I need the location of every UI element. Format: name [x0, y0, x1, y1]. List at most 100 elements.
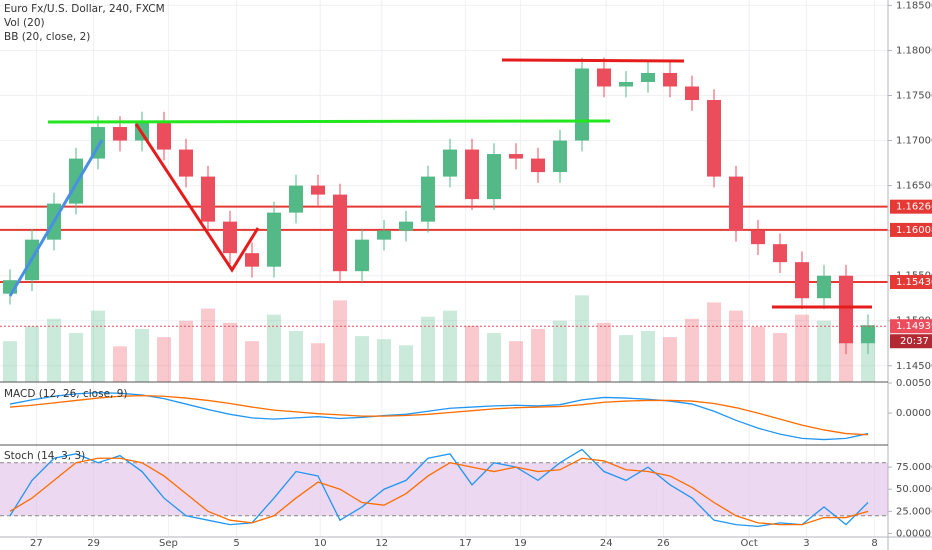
x-tick-label: 27: [30, 538, 43, 549]
price-label-bg: [890, 319, 932, 334]
y-tick-label: 1.16500: [896, 181, 932, 192]
candle-body: [773, 244, 787, 263]
candle-body: [267, 212, 281, 267]
candle-body: [245, 253, 259, 267]
candle-body: [509, 154, 523, 159]
drawn-line: [501, 58, 685, 63]
volume-bar: [443, 310, 457, 382]
candle-body: [553, 140, 567, 173]
candle-body: [113, 127, 127, 141]
stoch-band: [0, 462, 888, 516]
drawn-line: [47, 119, 611, 124]
x-tick-label: 8: [871, 538, 877, 549]
candle-body: [751, 230, 765, 245]
volume-bar: [245, 341, 259, 382]
volume-bar: [487, 333, 501, 382]
x-tick-label: 5: [233, 538, 239, 549]
countdown-bg: [890, 334, 932, 349]
candle-body: [861, 325, 875, 344]
volume-bar: [157, 337, 171, 382]
candle-body: [575, 68, 589, 141]
volume-bar: [707, 302, 721, 382]
candle-body: [69, 158, 83, 204]
candle-body: [355, 239, 369, 272]
volume-bar: [223, 322, 237, 382]
volume-bar: [685, 318, 699, 382]
candle-body: [663, 72, 677, 87]
volume-bar: [619, 335, 633, 382]
volume-bar: [399, 345, 413, 382]
candle-body: [421, 176, 435, 222]
x-tick-label: 3: [803, 538, 809, 549]
indicator-label: BB (20, close, 2): [4, 31, 90, 43]
volume-bar: [421, 316, 435, 382]
volume-bar: [663, 337, 677, 382]
candle-body: [465, 149, 479, 200]
volume-bar: [135, 328, 149, 382]
y-tick-label: 1.18500: [896, 0, 932, 11]
volume-bar: [817, 320, 831, 382]
candle-body: [839, 275, 853, 344]
volume-bar: [575, 295, 589, 382]
volume-bar: [25, 325, 39, 382]
x-tick-label: 17: [459, 538, 472, 549]
candle-body: [795, 262, 809, 299]
candle-body: [399, 221, 413, 231]
volume-bar: [773, 333, 787, 382]
price-label: 1.15430: [896, 277, 932, 288]
volume-bar: [597, 322, 611, 382]
price-label-bg: [890, 274, 932, 289]
y-tick-label: 75.0000: [896, 462, 932, 473]
candle-body: [289, 185, 303, 213]
volume-bar: [729, 310, 743, 382]
drawn-line: [134, 123, 260, 273]
x-tick-label: 19: [514, 538, 527, 549]
volume-bar: [465, 325, 479, 382]
y-tick-label: 1.18000: [896, 45, 932, 56]
y-tick-label: 50.0000: [896, 484, 932, 495]
candle-body: [817, 275, 831, 299]
volume-bar: [861, 331, 875, 382]
y-tick-label: 1.14500: [896, 361, 932, 372]
x-tick-label: 10: [314, 538, 327, 549]
candle-body: [377, 230, 391, 240]
price-label-bg: [890, 199, 932, 214]
drawn-line: [8, 139, 104, 297]
candle-body: [641, 72, 655, 82]
volume-bar: [553, 320, 567, 382]
volume-bar: [333, 300, 347, 382]
candle-body: [333, 194, 347, 272]
candle-body: [157, 122, 171, 150]
volume-bar: [641, 331, 655, 382]
volume-bar: [91, 310, 105, 382]
price-label: 1.14939: [896, 321, 932, 332]
volume-bar: [69, 333, 83, 382]
volume-bar: [3, 341, 17, 382]
x-tick-label: 29: [87, 538, 100, 549]
candle-body: [597, 68, 611, 87]
indicator-line: [9, 448, 869, 528]
y-tick-label: 0.0050: [896, 378, 931, 389]
y-tick-label: 0.0000: [896, 408, 931, 419]
x-tick-label: Sep: [159, 538, 178, 549]
candle-body: [487, 154, 501, 200]
x-tick-label: 12: [375, 538, 388, 549]
x-tick-label: 26: [657, 538, 670, 549]
candle-body: [531, 158, 545, 173]
y-tick-label: 1.17500: [896, 91, 932, 102]
candle-body: [443, 149, 457, 177]
volume-bar: [47, 318, 61, 382]
price-label: 1.16008: [896, 225, 932, 236]
candle-body: [223, 221, 237, 254]
indicator-line: [9, 457, 869, 526]
volume-bar: [289, 331, 303, 382]
candle-body: [619, 81, 633, 87]
volume-bar: [201, 308, 215, 382]
candle-body: [729, 176, 743, 231]
price-label-bg: [890, 222, 932, 237]
candle-body: [311, 185, 325, 195]
indicator-line: [9, 394, 869, 436]
volume-bar: [751, 326, 765, 382]
y-tick-label: 0.0000: [896, 528, 931, 539]
